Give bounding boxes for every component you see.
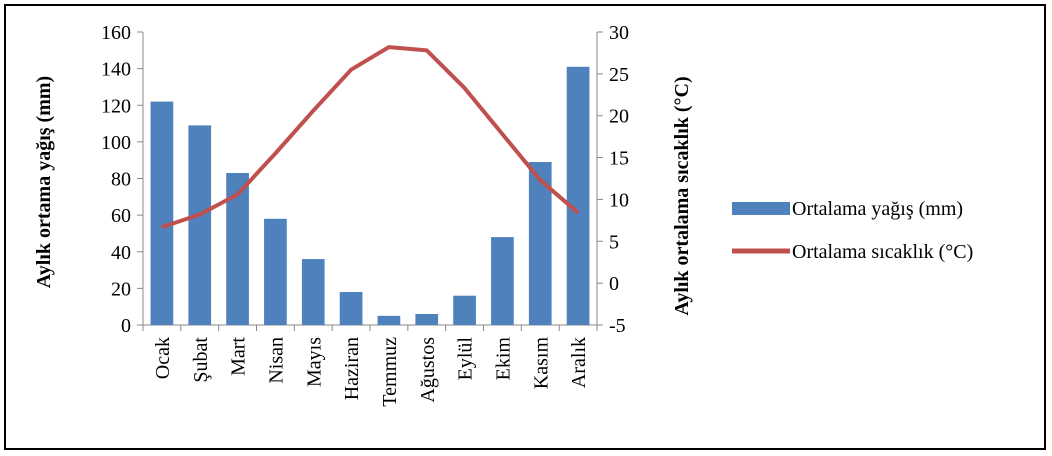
right-axis-ticks: -5 0 5 10 15 20 25 30 [609,22,629,337]
bar [453,295,476,325]
left-tick-label: 0 [121,315,131,337]
bar-series [150,66,590,326]
right-tick-label: 25 [609,64,629,86]
temperature-line [161,45,580,229]
legend: Ortalama yağış (mm) Ortalama sıcaklık (°… [732,198,973,263]
right-tick-label: 15 [609,148,629,170]
bar [415,314,439,325]
x-tick-label: Şubat [190,337,212,383]
x-tick-label: Ocak [152,337,174,379]
bar [301,259,325,325]
right-axis-title: Aylık ortalama sıcaklık (°C) [671,76,693,315]
right-tick-label: 0 [609,273,619,295]
left-tick-label: 100 [101,132,131,154]
right-tick-label: 20 [609,106,629,128]
chart-frame: 0 20 40 60 80 100 120 140 160 -5 0 5 10 15 20 25 30 Oca… [4,4,1046,450]
x-axis-ticks: Ocak Şubat Mart Nisan Mayıs Haziran Temmuz Ağus… [152,337,590,407]
left-tick-label: 140 [101,59,131,81]
bar [528,162,552,325]
x-tick-label: Mayıs [303,337,325,387]
bar [150,101,174,326]
x-tick-label: Mart [228,337,250,376]
left-tick-label: 40 [111,242,131,264]
chart: 0 20 40 60 80 100 120 140 160 -5 0 5 10 15 20 25 30 Oca… [33,22,973,407]
line-series [161,45,580,229]
right-tick-label: 10 [609,189,629,211]
legend-swatch-precipitation [732,202,790,215]
bar [566,66,590,325]
left-tick-label: 160 [101,22,131,44]
x-tick-label: Temmuz [379,337,401,407]
axes [137,31,603,331]
bar [377,315,401,325]
x-tick-label: Eylül [455,337,477,381]
bar [264,218,287,325]
bar [188,125,212,325]
left-tick-label: 60 [111,205,131,227]
x-tick-label: Haziran [341,337,363,400]
bar [339,292,363,325]
left-tick-label: 20 [111,278,131,300]
x-tick-label: Ekim [492,337,514,381]
bar [226,173,249,325]
legend-label-temperature: Ortalama sıcaklık (°C) [792,241,973,263]
x-tick-label: Aralık [568,337,590,388]
left-tick-label: 80 [111,169,131,191]
x-tick-label: Kasım [530,337,552,390]
left-axis-title: Aylık ortama yağış (mm) [33,76,55,288]
left-axis-ticks: 0 20 40 60 80 100 120 140 160 [101,22,131,337]
right-tick-label: 5 [609,231,619,253]
right-tick-label: -5 [609,315,626,337]
bar [491,237,514,325]
legend-label-precipitation: Ortalama yağış (mm) [792,198,963,220]
x-tick-label: Nisan [265,337,287,384]
left-tick-label: 120 [101,95,131,117]
x-tick-label: Ağustos [417,337,439,403]
right-tick-label: 30 [609,22,629,44]
